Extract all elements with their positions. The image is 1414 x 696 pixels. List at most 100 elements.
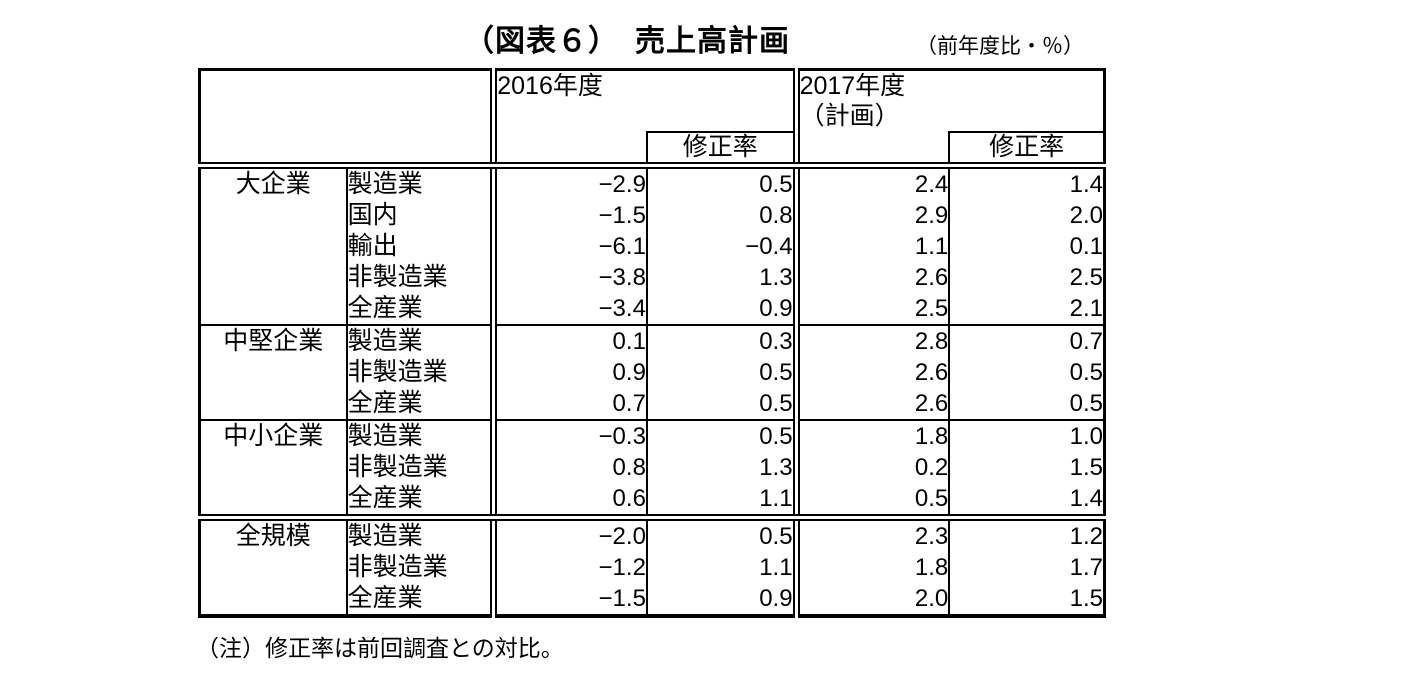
revision-2016-cell: 0.5: [645, 388, 797, 421]
value-2016-cell: −3.8: [490, 262, 647, 293]
table-row: 国内 −1.5 0.8 2.9 2.0: [200, 200, 1105, 231]
header-fy2016-cell: 2016年度: [490, 69, 797, 132]
revision-2017-cell: 1.0: [948, 420, 1105, 452]
header-fy2016-label: 2016年度: [497, 72, 603, 100]
group-cell: 中堅企業: [199, 325, 348, 421]
table-row: 非製造業 −3.8 1.3 2.6 2.5: [200, 262, 1105, 293]
unit-label: （前年度比・％）: [916, 35, 1084, 58]
value-2017-cell: 2.0: [792, 583, 950, 616]
value-2016-cell: 0.8: [490, 452, 647, 483]
industry-cell: 全産業: [346, 483, 494, 521]
revision-2016-cell: 1.1: [645, 483, 797, 521]
figure-title: （図表６） 売上高計画: [464, 25, 790, 58]
value-2016-cell: 0.6: [490, 483, 647, 521]
industry-cell: 非製造業: [347, 263, 448, 291]
table-row: 中堅企業 製造業 0.1 0.3 2.8 0.7: [199, 325, 1105, 421]
value-2017-cell: 0.2: [792, 452, 950, 483]
revision-2016-cell: 0.5: [645, 517, 797, 552]
revision-2016-cell: 0.9: [645, 293, 797, 326]
value-2017-cell: 2.9: [792, 200, 950, 231]
value-2017-cell: 2.6: [792, 262, 950, 293]
header-spacer-cell: [792, 132, 950, 169]
value-2016-cell: 0.1: [490, 325, 647, 357]
revision-2016-cell: −0.4: [645, 231, 797, 262]
revision-2016-cell: 0.9: [645, 583, 797, 616]
header-revision-2016-cell: 修正率: [645, 131, 797, 169]
revision-2016-cell: 1.1: [645, 552, 797, 583]
sales-plan-table: 2016年度 2017年度 （計画） 修正率 修正率 大企業 製造業 −2.9 …: [198, 68, 1106, 618]
industry-cell: 輸出: [347, 232, 398, 260]
table-row: 全規模 製造業 −2.0 0.5 2.3 1.2: [199, 517, 1105, 616]
header-fy2017-label-line2: （計画）: [799, 102, 900, 130]
value-2017-cell: 0.5: [792, 483, 950, 521]
revision-2017-cell: 1.5: [948, 583, 1105, 616]
value-2017-cell: 2.6: [792, 388, 950, 421]
table-row: 全産業 −3.4 0.9 2.5 2.1: [200, 293, 1105, 326]
value-2016-cell: −2.0: [490, 517, 647, 552]
footnote: （注）修正率は前回調査との対比。: [196, 635, 564, 661]
group-cell: 全規模: [199, 517, 348, 616]
industry-cell: 国内: [347, 201, 398, 229]
revision-2017-cell: 2.1: [948, 293, 1105, 326]
revision-2017-cell: 1.5: [948, 452, 1105, 483]
revision-2016-cell: 1.3: [645, 262, 797, 293]
revision-2017-cell: 1.2: [948, 517, 1105, 552]
value-2016-cell: −3.4: [490, 293, 647, 326]
value-2017-cell: 2.8: [792, 325, 950, 357]
header-fy2017-label-line1: 2017年度: [799, 72, 906, 100]
table-row: 非製造業 0.9 0.5 2.6 0.5: [200, 357, 1105, 388]
value-2016-cell: 0.9: [490, 357, 647, 388]
revision-2016-cell: 0.8: [645, 200, 797, 231]
header-spacer-cell: [490, 132, 647, 169]
table-row: 大企業 製造業 −2.9 0.5 2.4 1.4: [199, 165, 1105, 326]
value-2017-cell: 2.4: [792, 165, 950, 200]
revision-2017-cell: 2.0: [948, 200, 1105, 231]
revision-2016-cell: 0.5: [645, 165, 797, 200]
value-2017-cell: 1.8: [792, 552, 950, 583]
value-2017-cell: 2.6: [792, 357, 950, 388]
value-2016-cell: −1.2: [490, 552, 647, 583]
value-2016-cell: 0.7: [490, 388, 647, 421]
industry-cell: 製造業: [347, 170, 423, 198]
value-2017-cell: 1.8: [792, 420, 950, 452]
value-2016-cell: −2.9: [490, 165, 647, 200]
industry-cell: 全産業: [346, 388, 494, 421]
revision-2017-cell: 0.5: [948, 388, 1105, 421]
revision-2017-cell: 2.5: [948, 262, 1105, 293]
revision-2016-cell: 0.5: [645, 420, 797, 452]
table-row: 中小企業 製造業 −0.3 0.5 1.8 1.0: [199, 420, 1105, 521]
industry-cell: 全産業: [346, 293, 494, 326]
revision-2016-cell: 0.3: [645, 325, 797, 357]
value-2017-cell: 2.3: [792, 517, 950, 552]
value-2016-cell: −0.3: [490, 420, 647, 452]
header-revision-2017-cell: 修正率: [948, 131, 1105, 169]
table-row: 輸出 −6.1 −0.4 1.1 0.1: [200, 231, 1105, 262]
revision-2017-cell: 0.7: [948, 325, 1105, 357]
value-2016-cell: −1.5: [490, 583, 647, 616]
revision-2017-cell: 0.1: [948, 231, 1105, 262]
revision-2017-cell: 1.4: [948, 165, 1105, 200]
table-row: 非製造業 0.8 1.3 0.2 1.5: [200, 452, 1105, 483]
revision-2017-cell: 1.7: [948, 552, 1105, 583]
industry-cell: 全産業: [347, 584, 423, 612]
revision-2017-cell: 1.4: [948, 483, 1105, 521]
industry-cell: 非製造業: [347, 453, 448, 481]
value-2016-cell: −1.5: [490, 200, 647, 231]
revision-2016-cell: 0.5: [645, 357, 797, 388]
group-cell: 中小企業: [199, 420, 348, 521]
table-header-row-sub: 修正率 修正率: [200, 131, 1105, 169]
industry-cell: 製造業: [347, 327, 423, 355]
corner-cell: [199, 69, 494, 169]
industry-cell: 製造業: [347, 422, 423, 450]
table-header-row-top: 2016年度 2017年度 （計画）: [199, 69, 1105, 169]
value-2016-cell: −6.1: [490, 231, 647, 262]
revision-2017-cell: 0.5: [948, 357, 1105, 388]
table-row: 全産業 0.7 0.5 2.6 0.5: [200, 388, 1105, 421]
value-2017-cell: 1.1: [792, 231, 950, 262]
revision-2016-cell: 1.3: [645, 452, 797, 483]
table-row: 全産業 0.6 1.1 0.5 1.4: [200, 483, 1105, 521]
table-row: 全産業 −1.5 0.9 2.0 1.5: [200, 583, 1105, 616]
industry-cell: 非製造業: [347, 553, 448, 581]
industry-cell: 製造業: [347, 522, 423, 550]
